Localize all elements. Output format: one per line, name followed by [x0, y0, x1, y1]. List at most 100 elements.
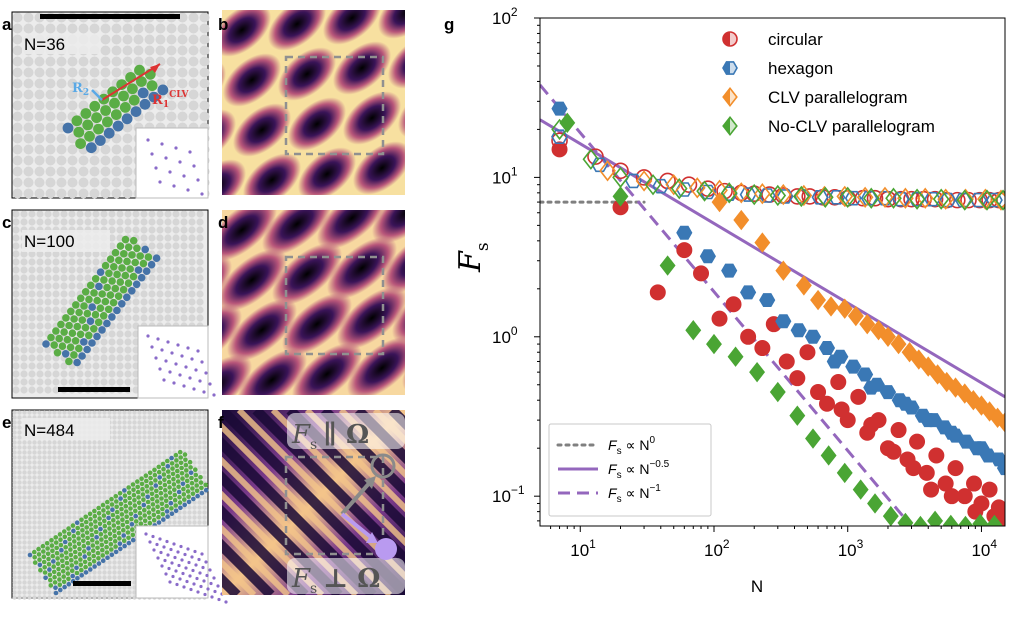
lattice-site [77, 500, 82, 505]
lattice-site [23, 78, 34, 89]
lattice-site [197, 520, 202, 525]
lattice-site [57, 525, 62, 530]
legend-marker-outline [722, 31, 738, 47]
cluster-particle [163, 498, 169, 504]
data-point [727, 346, 744, 367]
lattice-site [56, 166, 67, 177]
cluster-particle [73, 358, 81, 367]
lattice-site [32, 445, 37, 450]
lattice-site [22, 480, 27, 485]
lattice-site [12, 540, 17, 545]
cluster-particle [60, 563, 66, 569]
lattice-site [167, 430, 172, 435]
data-point [879, 385, 897, 400]
cluster-particle [64, 555, 69, 561]
lattice-site [12, 226, 20, 234]
lattice-site [56, 78, 67, 89]
lattice-site [28, 386, 36, 394]
data-points [551, 101, 1005, 526]
cluster-particle [77, 294, 85, 303]
lattice-site [60, 378, 68, 386]
lattice-site [84, 362, 92, 370]
lattice-site [44, 378, 52, 386]
lattice-site [100, 378, 108, 386]
lattice-site [177, 67, 188, 78]
lattice-site [132, 425, 137, 430]
lattice-site [187, 425, 192, 430]
cluster-particle [115, 256, 123, 265]
lattice-site [102, 475, 107, 480]
cluster-particle [36, 552, 42, 557]
lattice-site [202, 465, 207, 470]
lattice-site [187, 455, 192, 460]
lattice-site [197, 435, 202, 440]
lattice-site [137, 425, 142, 430]
cluster-particle [154, 488, 159, 494]
lattice-site [111, 166, 122, 177]
cluster-particle [57, 577, 62, 582]
cluster-particle [90, 543, 96, 548]
inset-dot [163, 558, 167, 563]
inset-dot [199, 584, 203, 589]
data-point [810, 289, 826, 311]
unit-cell-d [284, 255, 385, 356]
lattice-site [140, 306, 148, 314]
cluster-particle [134, 64, 145, 76]
cluster-particle [66, 343, 75, 352]
data-point [551, 141, 568, 158]
data-point [828, 190, 846, 205]
cluster-particle [96, 268, 105, 277]
lattice-site [27, 535, 32, 540]
lattice-site [107, 480, 112, 485]
lattice-site [92, 410, 97, 415]
lattice-site [197, 425, 202, 430]
cluster-particle [93, 123, 104, 135]
inset-dot [190, 357, 194, 361]
data-point [836, 185, 854, 208]
lattice-site [117, 595, 122, 600]
lattice-site [112, 435, 117, 440]
data-point [890, 333, 907, 355]
lattice-site [97, 595, 102, 600]
lattice-site [92, 495, 97, 500]
lattice-site [17, 435, 22, 440]
cluster-particle [179, 471, 185, 476]
cluster-particle [172, 487, 177, 493]
cluster-particle [175, 468, 180, 474]
lattice-site [187, 445, 192, 450]
lattice-site [12, 177, 23, 188]
lattice-site [180, 210, 188, 218]
cluster-particle [81, 538, 86, 544]
lattice-site [82, 460, 87, 465]
data-point [943, 488, 960, 505]
lattice-site [47, 480, 52, 485]
lattice-site [116, 370, 124, 378]
lattice-site [122, 425, 127, 430]
lattice-site [92, 370, 100, 378]
cluster-particle [203, 487, 209, 493]
cluster-particle [144, 253, 153, 261]
lattice-site [32, 490, 37, 495]
lattice-site [12, 425, 17, 430]
cluster-particle [83, 309, 92, 318]
lattice-site [84, 258, 92, 266]
lattice-site [117, 485, 122, 490]
lattice-site [68, 250, 76, 258]
lattice-site [117, 585, 122, 590]
lattice-site [92, 378, 100, 386]
cluster-particle [114, 499, 119, 504]
cluster-particle [74, 570, 80, 576]
r1-label: R1CLV [152, 90, 190, 110]
cluster-particle [80, 528, 85, 533]
lattice-site [188, 314, 196, 322]
cluster-particle [57, 532, 63, 537]
lattice-site [82, 510, 87, 515]
lattice-site [36, 266, 44, 274]
lattice-site [12, 590, 17, 595]
lattice-site [122, 34, 133, 45]
lattice-site [177, 425, 182, 430]
lattice-site [122, 555, 127, 560]
cluster-particle [191, 496, 196, 502]
lattice-site [67, 590, 72, 595]
lattice-site [142, 450, 147, 455]
